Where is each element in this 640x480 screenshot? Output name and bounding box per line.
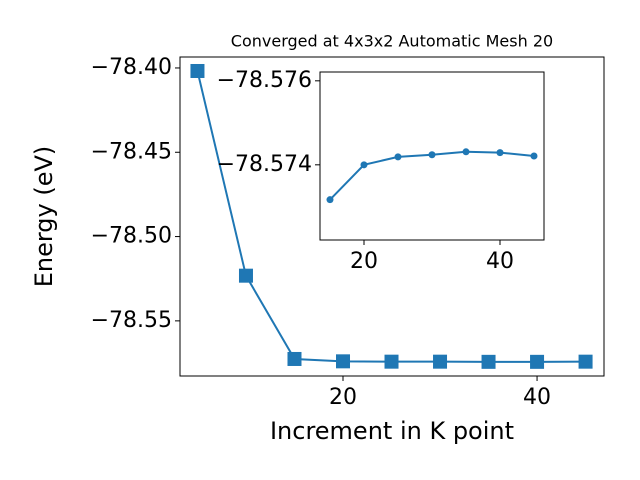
- axes-frame: [319, 71, 545, 241]
- x-axis-label: Increment in K point: [270, 417, 514, 445]
- x-tick-label: 20: [329, 385, 357, 410]
- y-tick-label: −78.45: [91, 139, 172, 164]
- marker: [433, 354, 448, 369]
- y-axis-label: Energy (eV): [30, 146, 58, 288]
- marker: [326, 196, 334, 204]
- x-tick-label: 20: [350, 249, 378, 274]
- marker: [336, 354, 351, 369]
- y-tick-label: −78.50: [91, 224, 172, 249]
- y-tick-label: −78.55: [91, 308, 172, 333]
- marker: [360, 161, 368, 169]
- marker: [496, 149, 504, 157]
- y-tick-label: −78.40: [91, 55, 172, 80]
- x-tick-label: 40: [523, 385, 551, 410]
- chart-title: Converged at 4x3x2 Automatic Mesh 20: [231, 32, 553, 51]
- marker: [428, 151, 436, 159]
- axes-frame: [179, 56, 605, 377]
- marker: [462, 148, 470, 156]
- y-tick-label: −78.576: [217, 68, 312, 93]
- marker: [394, 153, 402, 161]
- marker: [481, 354, 496, 369]
- marker: [287, 351, 302, 366]
- marker: [578, 354, 593, 369]
- y-tick-label: −78.574: [217, 152, 312, 177]
- marker: [530, 354, 545, 369]
- marker: [238, 268, 253, 283]
- x-tick-label: 40: [486, 249, 514, 274]
- marker: [190, 63, 205, 78]
- marker: [384, 354, 399, 369]
- marker: [530, 152, 538, 160]
